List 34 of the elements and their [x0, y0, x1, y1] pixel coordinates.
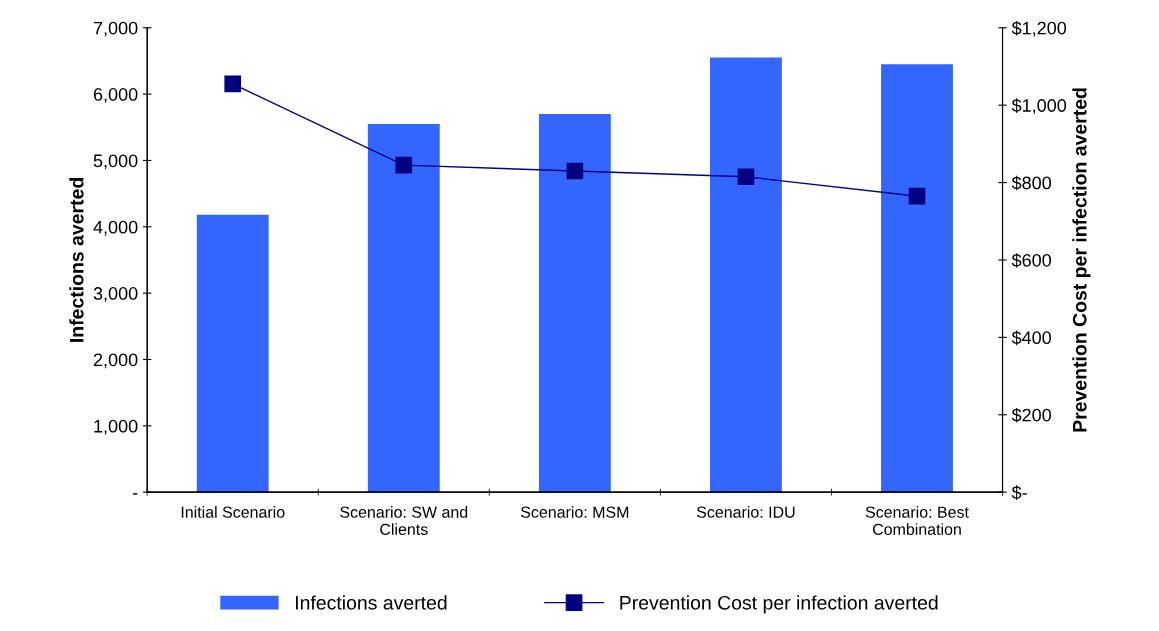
bar	[881, 64, 953, 493]
y-tick-label: 1,000	[94, 419, 138, 435]
legend-label: Prevention Cost per infection averted	[620, 595, 938, 614]
y-tick-label: 7,000	[93, 21, 138, 37]
y-axis-title: Infections averted	[69, 178, 84, 342]
point	[737, 168, 755, 186]
y-tick-label: 3,000	[93, 287, 138, 302]
point	[224, 75, 242, 93]
point	[908, 187, 926, 205]
x-tick-label: Initial Scenario	[181, 506, 285, 518]
point	[395, 156, 413, 174]
x-tick-label: Scenario: IDU	[696, 506, 795, 518]
y2-tick-label: $1,200	[1011, 20, 1067, 37]
point	[566, 162, 584, 180]
bar	[367, 123, 440, 493]
bar	[538, 114, 611, 493]
x-tick-label: Scenario: MSM	[521, 506, 629, 518]
y-tick-label: 4,000	[93, 220, 138, 236]
bar	[196, 214, 269, 493]
bar	[710, 57, 782, 493]
y-tick-label: 2,000	[93, 353, 138, 369]
x-tick-label: Scenario: Best Combination	[865, 506, 969, 536]
y2-tick-label: $400	[1011, 330, 1052, 346]
y2-tick-label: $-	[1011, 485, 1027, 500]
legend-label: Infections averted	[295, 595, 447, 610]
y2-tick-label: $1,000	[1011, 98, 1067, 115]
x-tick-label: Scenario: SW and Clients	[340, 506, 468, 536]
y2-tick-label: $200	[1011, 407, 1052, 423]
y-tick-label: 5,000	[93, 154, 138, 170]
y2-tick-label: $600	[1011, 253, 1052, 268]
y2-axis-title: Prevention Cost per infection averted	[1072, 88, 1091, 432]
y2-tick-label: $800	[1011, 175, 1052, 191]
y-tick-label: -	[132, 493, 138, 495]
y-tick-label: 6,000	[93, 88, 138, 103]
